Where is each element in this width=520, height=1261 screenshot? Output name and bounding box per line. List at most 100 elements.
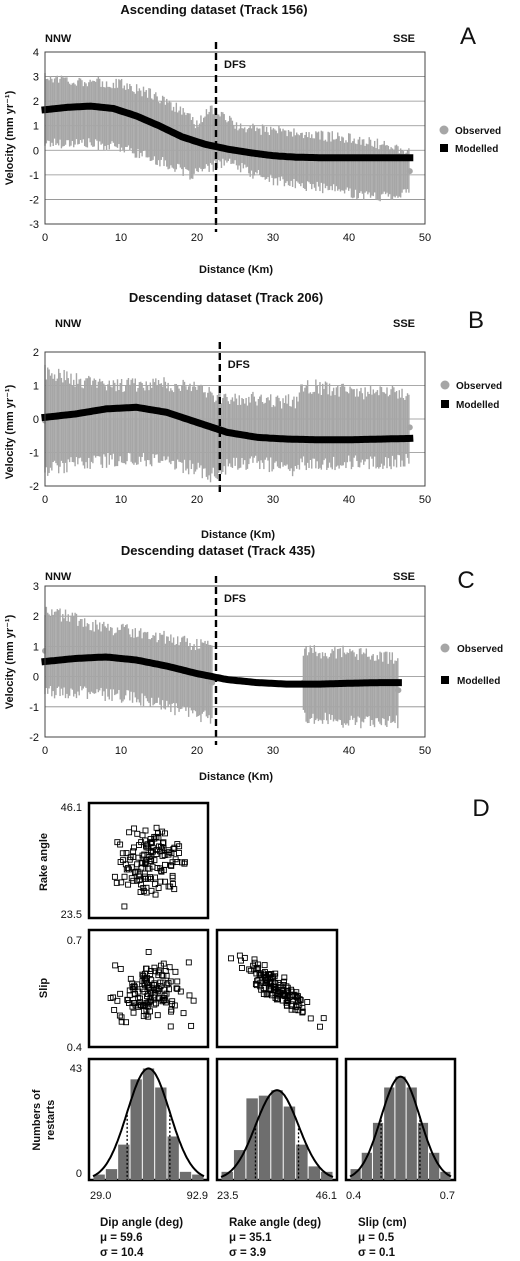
scatter-point bbox=[111, 1007, 118, 1013]
scatter-point bbox=[289, 1003, 296, 1010]
histogram-fit-curve bbox=[220, 1089, 334, 1178]
scatter-point bbox=[247, 967, 254, 974]
scatter-point bbox=[246, 966, 253, 973]
scatter-point bbox=[144, 1001, 151, 1008]
scatter-point bbox=[127, 975, 134, 982]
scatter-point bbox=[134, 861, 141, 868]
panel-a-legend: Observed Modelled bbox=[439, 125, 501, 155]
scatter-point bbox=[153, 833, 160, 840]
scatter-point bbox=[169, 874, 176, 881]
scatter-point bbox=[130, 848, 137, 855]
scatter-point bbox=[188, 1022, 195, 1029]
panel-b-xtick: 10 bbox=[115, 494, 127, 506]
panel-d: D Rake angle Slip Numbers of restarts 46… bbox=[31, 795, 490, 1259]
panel-c-xtick: 40 bbox=[343, 745, 355, 757]
panel-b-title: Descending dataset (Track 206) bbox=[129, 290, 323, 305]
scatter-point bbox=[156, 986, 162, 993]
scatter-point bbox=[156, 967, 163, 974]
scatter-point bbox=[111, 873, 118, 880]
panel-c-legend-observed-swatch bbox=[440, 643, 450, 653]
scatter-point bbox=[143, 844, 150, 851]
scatter-point bbox=[284, 996, 291, 1003]
scatter-point bbox=[152, 874, 159, 881]
histogram-bar bbox=[395, 1076, 406, 1180]
panel-c-dfs-label: DFS bbox=[224, 593, 246, 605]
histogram-bar bbox=[192, 1174, 204, 1180]
scatter-point bbox=[156, 994, 163, 1001]
scatter-point bbox=[124, 996, 131, 1003]
scatter-point bbox=[123, 850, 130, 857]
scatter-slip-vs-rake bbox=[215, 928, 339, 1049]
scatter-point bbox=[260, 979, 267, 986]
scatter-point bbox=[134, 981, 141, 988]
scatter-point bbox=[261, 962, 268, 969]
scatter-point bbox=[174, 978, 181, 985]
panel-a-legend-modelled-swatch bbox=[440, 144, 448, 152]
panel-b-observed-point bbox=[406, 424, 413, 431]
scatter-point bbox=[263, 976, 270, 983]
rake-sigma: σ = 3.9 bbox=[229, 1247, 266, 1259]
scatter-point bbox=[254, 977, 261, 984]
scatter-point bbox=[161, 878, 168, 885]
scatter-point bbox=[148, 977, 155, 984]
scatter-point bbox=[145, 949, 152, 955]
scatter-point bbox=[186, 992, 193, 999]
scatter-point bbox=[275, 984, 282, 991]
scatter-point bbox=[190, 997, 197, 1004]
scatter-point bbox=[118, 879, 125, 886]
panel-b-nnw-label: NNW bbox=[55, 318, 82, 330]
panel-b-ylabel: Velocity (mm yr⁻¹) bbox=[4, 384, 16, 479]
histogram-dip bbox=[87, 1057, 210, 1182]
scatter-point bbox=[264, 991, 271, 997]
slip-tick-bottom: 0.4 bbox=[67, 1042, 82, 1054]
panel-c-xtick: 0 bbox=[42, 745, 48, 757]
histogram-bar bbox=[384, 1087, 395, 1180]
scatter-point bbox=[317, 1023, 323, 1030]
scatter-point bbox=[165, 883, 172, 890]
scatter-point bbox=[294, 994, 301, 1001]
scatter-point bbox=[117, 965, 124, 972]
scatter-point bbox=[154, 985, 161, 992]
scatter-point bbox=[168, 862, 175, 869]
scatter-point bbox=[152, 891, 159, 898]
scatter-point bbox=[157, 865, 164, 872]
hist-row-label: Numbers of restarts bbox=[31, 1089, 57, 1150]
scatter-point bbox=[159, 840, 166, 847]
histogram-fit-curve bbox=[349, 1075, 452, 1178]
panel-c-frame bbox=[44, 585, 426, 738]
scatter-point bbox=[114, 997, 121, 1004]
scatter-point bbox=[131, 825, 138, 832]
scatter-point bbox=[166, 849, 173, 856]
panel-c-title: Descending dataset (Track 435) bbox=[121, 543, 315, 558]
scatter-point bbox=[299, 1008, 306, 1015]
scatter-point bbox=[141, 851, 148, 858]
panel-a-title: Ascending dataset (Track 156) bbox=[120, 2, 307, 17]
panel-a-observed-point bbox=[406, 168, 413, 175]
scatter-point bbox=[129, 1003, 136, 1010]
slip-range-min: 0.4 bbox=[346, 1190, 361, 1202]
scatter-point bbox=[284, 997, 291, 1004]
panel-c-xtick: 50 bbox=[419, 745, 431, 757]
scatter-point bbox=[124, 865, 131, 871]
scatter-point bbox=[281, 991, 288, 997]
scatter-point bbox=[140, 885, 147, 891]
scatter-point bbox=[185, 959, 192, 966]
panel-b-ytick: -2 bbox=[29, 481, 39, 493]
rake-range-max: 46.1 bbox=[316, 1190, 337, 1202]
slip-sigma: σ = 0.1 bbox=[358, 1247, 396, 1259]
panel-b-xtick: 30 bbox=[267, 494, 279, 506]
scatter-point bbox=[170, 846, 177, 852]
scatter-point bbox=[147, 840, 154, 847]
scatter-point bbox=[121, 873, 128, 880]
scatter-point bbox=[159, 846, 165, 853]
scatter-point bbox=[151, 994, 157, 1001]
histogram-bar bbox=[417, 1122, 429, 1180]
panel-b-legend-modelled-swatch bbox=[441, 400, 449, 408]
scatter-point bbox=[126, 829, 133, 836]
histogram-bar bbox=[167, 1136, 179, 1180]
scatter-point bbox=[137, 995, 144, 1002]
scatter-point bbox=[157, 979, 164, 986]
histogram-bar bbox=[93, 1174, 105, 1180]
